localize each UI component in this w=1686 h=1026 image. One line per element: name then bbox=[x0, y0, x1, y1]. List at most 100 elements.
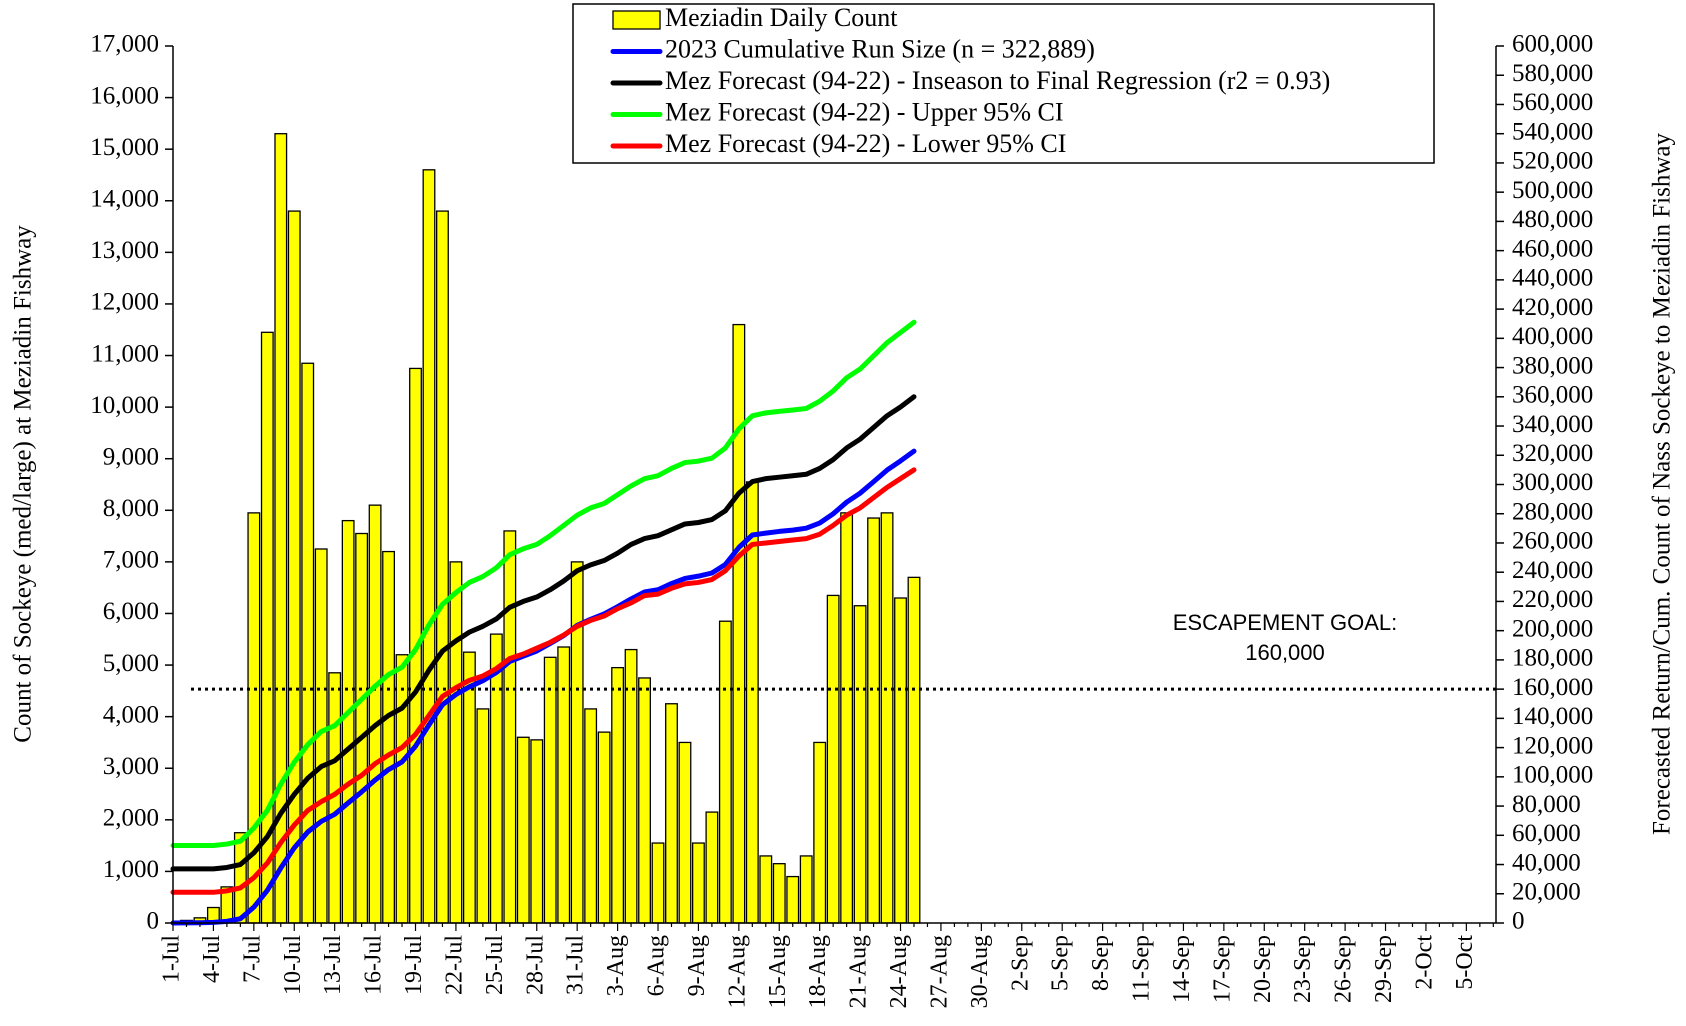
bar bbox=[247, 512, 261, 924]
y-tick-label: 6,000 bbox=[103, 598, 159, 625]
y-tick-label: 2,000 bbox=[103, 805, 159, 832]
y2-tick-label: 220,000 bbox=[1512, 586, 1593, 613]
y2-axis-label: Forecasted Return/Cum. Count of Nass Soc… bbox=[1649, 133, 1676, 835]
y2-tick-label: 80,000 bbox=[1512, 791, 1581, 818]
y-tick-label: 15,000 bbox=[90, 134, 159, 161]
bar bbox=[678, 741, 692, 924]
bar bbox=[503, 530, 517, 924]
y-tick-label: 12,000 bbox=[90, 289, 159, 316]
series-line bbox=[170, 394, 917, 872]
x-tick-label: 18-Aug bbox=[805, 935, 831, 1008]
x-tick-label: 2-Sep bbox=[1007, 935, 1033, 991]
bar bbox=[665, 703, 678, 924]
annotation: 160,000 bbox=[1245, 640, 1325, 665]
bar bbox=[516, 736, 530, 924]
y-axis-label: Count of Sockeye (med/large) at Meziadin… bbox=[10, 225, 37, 743]
bar bbox=[651, 842, 665, 924]
bar bbox=[705, 811, 719, 924]
bar bbox=[341, 519, 355, 924]
bar bbox=[570, 561, 584, 924]
bar bbox=[382, 550, 396, 924]
bar bbox=[436, 210, 449, 924]
y2-tick-label: 440,000 bbox=[1512, 265, 1593, 292]
x-tick-label: 19-Jul bbox=[401, 935, 427, 995]
bar bbox=[799, 855, 813, 924]
legend-box bbox=[572, 3, 1435, 164]
bar bbox=[786, 875, 800, 924]
y2-tick-label: 200,000 bbox=[1512, 615, 1593, 642]
y2-tick-label: 420,000 bbox=[1512, 294, 1593, 321]
y2-tick-label: 320,000 bbox=[1512, 440, 1593, 467]
y2-tick-label: 180,000 bbox=[1512, 645, 1593, 672]
y2-tick-label: 540,000 bbox=[1512, 118, 1593, 145]
x-tick-label: 22-Jul bbox=[441, 935, 467, 995]
x-tick-label: 23-Sep bbox=[1290, 935, 1316, 1003]
y2-tick-label: 580,000 bbox=[1512, 60, 1593, 87]
bar bbox=[840, 512, 854, 924]
y-tick-label: 11,000 bbox=[91, 340, 159, 367]
x-tick-label: 16-Jul bbox=[361, 935, 387, 995]
y-tick-label: 4,000 bbox=[103, 701, 159, 728]
bar bbox=[355, 532, 369, 924]
y2-tick-label: 260,000 bbox=[1512, 528, 1593, 555]
y2-tick-label: 20,000 bbox=[1512, 879, 1581, 906]
bar bbox=[853, 605, 867, 924]
x-tick-label: 29-Sep bbox=[1371, 935, 1397, 1003]
bar bbox=[449, 561, 463, 924]
x-tick-label: 9-Aug bbox=[684, 935, 710, 996]
legend-label: Mez Forecast (94-22) - Upper 95% CI bbox=[665, 97, 1064, 126]
y2-tick-label: 360,000 bbox=[1512, 382, 1593, 409]
x-tick-label: 3-Aug bbox=[603, 935, 629, 996]
x-tick-label: 7-Jul bbox=[239, 935, 265, 983]
bar bbox=[233, 832, 247, 924]
bar bbox=[691, 842, 705, 924]
y2-tick-label: 560,000 bbox=[1512, 89, 1593, 116]
x-tick-label: 5-Oct bbox=[1452, 935, 1478, 990]
y2-tick-label: 300,000 bbox=[1512, 469, 1593, 496]
bar bbox=[907, 576, 921, 924]
y-tick-label: 7,000 bbox=[103, 547, 159, 574]
x-tick-label: 1-Jul bbox=[159, 935, 185, 983]
y2-tick-label: 0 bbox=[1512, 908, 1525, 935]
y-tick-label: 14,000 bbox=[90, 185, 159, 212]
y-tick-label: 0 bbox=[147, 908, 160, 935]
y2-tick-label: 380,000 bbox=[1512, 352, 1593, 379]
y-tick-label: 9,000 bbox=[103, 443, 159, 470]
x-tick-label: 6-Aug bbox=[644, 935, 670, 996]
y2-tick-label: 100,000 bbox=[1512, 762, 1593, 789]
y2-tick-label: 600,000 bbox=[1512, 31, 1593, 58]
y2-tick-label: 480,000 bbox=[1512, 206, 1593, 233]
series-line bbox=[170, 319, 917, 849]
series-line bbox=[170, 467, 917, 895]
bar bbox=[584, 708, 598, 924]
x-tick-label: 20-Sep bbox=[1250, 935, 1276, 1003]
x-tick-label: 21-Aug bbox=[846, 935, 872, 1008]
y-tick-label: 13,000 bbox=[90, 237, 159, 264]
x-tick-label: 17-Sep bbox=[1209, 935, 1235, 1003]
x-tick-label: 24-Aug bbox=[886, 935, 912, 1008]
y2-tick-label: 160,000 bbox=[1512, 674, 1593, 701]
y-tick-label: 3,000 bbox=[103, 753, 159, 780]
x-tick-label: 2-Oct bbox=[1411, 935, 1437, 990]
bar bbox=[894, 597, 907, 924]
y2-tick-label: 340,000 bbox=[1512, 411, 1593, 438]
bar bbox=[462, 651, 476, 924]
bar bbox=[759, 855, 773, 924]
y-tick-label: 1,000 bbox=[103, 856, 159, 883]
y2-tick-label: 520,000 bbox=[1512, 148, 1593, 175]
annotation: ESCAPEMENT GOAL: bbox=[1173, 610, 1398, 635]
y-tick-label: 8,000 bbox=[103, 495, 159, 522]
x-tick-label: 26-Sep bbox=[1331, 935, 1357, 1003]
bar bbox=[611, 666, 625, 924]
bar bbox=[813, 741, 827, 924]
y-tick-label: 10,000 bbox=[90, 392, 159, 419]
bar bbox=[530, 739, 544, 924]
y-tick-label: 17,000 bbox=[90, 31, 159, 58]
bar bbox=[867, 517, 881, 924]
legend-label: Mez Forecast (94-22) - Inseason to Final… bbox=[665, 66, 1330, 95]
y2-tick-label: 140,000 bbox=[1512, 703, 1593, 730]
y2-tick-label: 240,000 bbox=[1512, 557, 1593, 584]
bar bbox=[880, 512, 894, 924]
bar bbox=[638, 677, 651, 924]
